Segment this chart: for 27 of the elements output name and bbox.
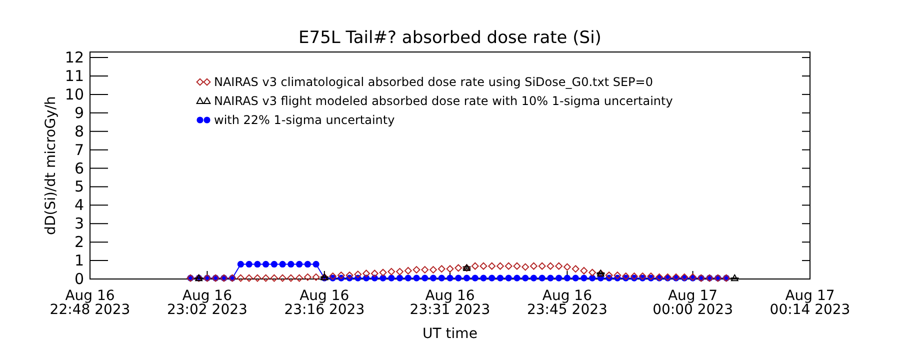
x-axis-title: UT time xyxy=(422,326,478,342)
y-tick-label: 11 xyxy=(64,66,84,85)
y-tick-label: 0 xyxy=(74,270,84,288)
legend-label: NAIRAS v3 flight modeled absorbed dose rate with 10% 1-sigma uncertainty xyxy=(214,94,673,108)
x-tick-label: Aug 16 22:48 2023 xyxy=(50,288,130,318)
x-tick-label: Aug 16 23:16 2023 xyxy=(284,288,365,318)
y-axis-title: dD(Si)/dt microGy/h xyxy=(43,96,59,235)
y-tick-label: 7 xyxy=(74,140,84,159)
y-tick-label: 6 xyxy=(74,159,84,178)
y-tick-label: 4 xyxy=(74,196,84,214)
y-tick-label: 5 xyxy=(74,178,84,196)
y-tick-label: 1 xyxy=(74,252,84,270)
y-tick-label: 2 xyxy=(74,233,84,252)
legend-label: with 22% 1-sigma uncertainty xyxy=(214,113,395,127)
x-tick-label: Aug 17 00:14 2023 xyxy=(770,288,850,318)
y-tick-label: 12 xyxy=(64,48,84,67)
legend-label: NAIRAS v3 climatological absorbed dose rate using SiDose_G0.txt SEP=0 xyxy=(214,75,653,89)
y-tick-label: 10 xyxy=(64,85,84,104)
x-tick-label: Aug 16 23:31 2023 xyxy=(410,288,490,318)
y-tick-label: 3 xyxy=(74,214,84,233)
x-tick-label: Aug 16 23:02 2023 xyxy=(166,288,248,318)
y-tick-label: 8 xyxy=(74,122,84,140)
x-tick-label: Aug 16 23:45 2023 xyxy=(526,288,608,318)
y-tick-label: 9 xyxy=(74,104,84,122)
point xyxy=(730,274,738,282)
chart-title: E75L Tail#? absorbed dose rate (Si) xyxy=(298,28,602,48)
x-tick-label: Aug 17 00:00 2023 xyxy=(652,288,734,318)
